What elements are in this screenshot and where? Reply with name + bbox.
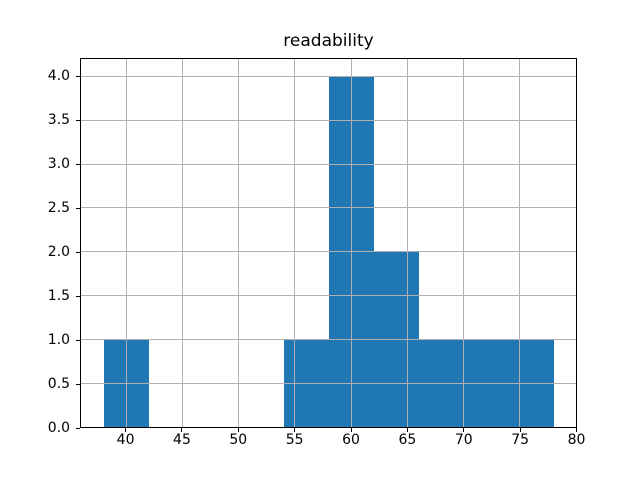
y-tick-label: 2.0 (47, 243, 70, 260)
x-tick-mark (350, 428, 352, 432)
gridline-horizontal (81, 251, 576, 253)
gridline-vertical (463, 59, 464, 427)
x-tick-mark (237, 428, 239, 432)
y-tick-mark (76, 76, 80, 78)
y-tick-mark (76, 207, 80, 209)
gridline-vertical (238, 59, 239, 427)
y-tick-label: 0.5 (47, 375, 70, 392)
x-tick-label: 40 (116, 432, 135, 448)
x-tick-mark (406, 428, 408, 432)
grid-layer (81, 59, 576, 427)
y-tick-label: 0.0 (47, 419, 70, 436)
x-tick-mark (463, 428, 465, 432)
gridline-horizontal (81, 295, 576, 297)
x-tick-mark (294, 428, 296, 432)
x-tick-label: 45 (173, 432, 191, 448)
gridline-vertical (519, 59, 521, 427)
x-tick-label: 75 (511, 432, 530, 448)
gridline-vertical (125, 59, 127, 427)
y-tick-label: 2.5 (47, 199, 70, 216)
gridline-horizontal (81, 382, 576, 384)
plot-area (80, 58, 577, 428)
y-tick-label: 3.5 (47, 112, 70, 128)
y-tick-mark (76, 339, 80, 341)
y-tick-label: 1.5 (47, 287, 70, 304)
y-tick-label: 4.0 (47, 68, 70, 85)
x-tick-mark (125, 428, 127, 432)
y-tick-mark (76, 295, 80, 297)
gridline-horizontal (81, 207, 576, 209)
y-tick-mark (76, 383, 80, 385)
y-tick-mark (76, 120, 80, 121)
gridline-vertical (181, 59, 183, 427)
gridline-horizontal (81, 163, 576, 165)
gridline-vertical (575, 59, 576, 427)
chart-title: readability (283, 31, 374, 51)
x-tick-label: 50 (229, 432, 248, 448)
x-tick-mark (519, 428, 521, 432)
y-tick-mark (76, 163, 80, 165)
y-tick-mark (76, 251, 80, 253)
y-tick-mark (76, 427, 80, 429)
gridline-horizontal (81, 76, 576, 78)
x-tick-label: 55 (285, 432, 304, 448)
y-tick-label: 3.0 (47, 155, 70, 172)
gridline-horizontal (81, 338, 576, 340)
y-tick-label: 1.0 (47, 331, 70, 348)
x-tick-label: 60 (342, 432, 360, 448)
x-tick-label: 80 (567, 432, 586, 448)
x-tick-mark (181, 428, 183, 432)
x-tick-label: 65 (398, 432, 417, 448)
x-tick-label: 70 (454, 432, 473, 448)
gridline-vertical (294, 59, 296, 427)
x-tick-mark (576, 428, 577, 432)
gridline-vertical (350, 59, 352, 427)
gridline-vertical (406, 59, 408, 427)
gridline-horizontal (81, 119, 576, 121)
